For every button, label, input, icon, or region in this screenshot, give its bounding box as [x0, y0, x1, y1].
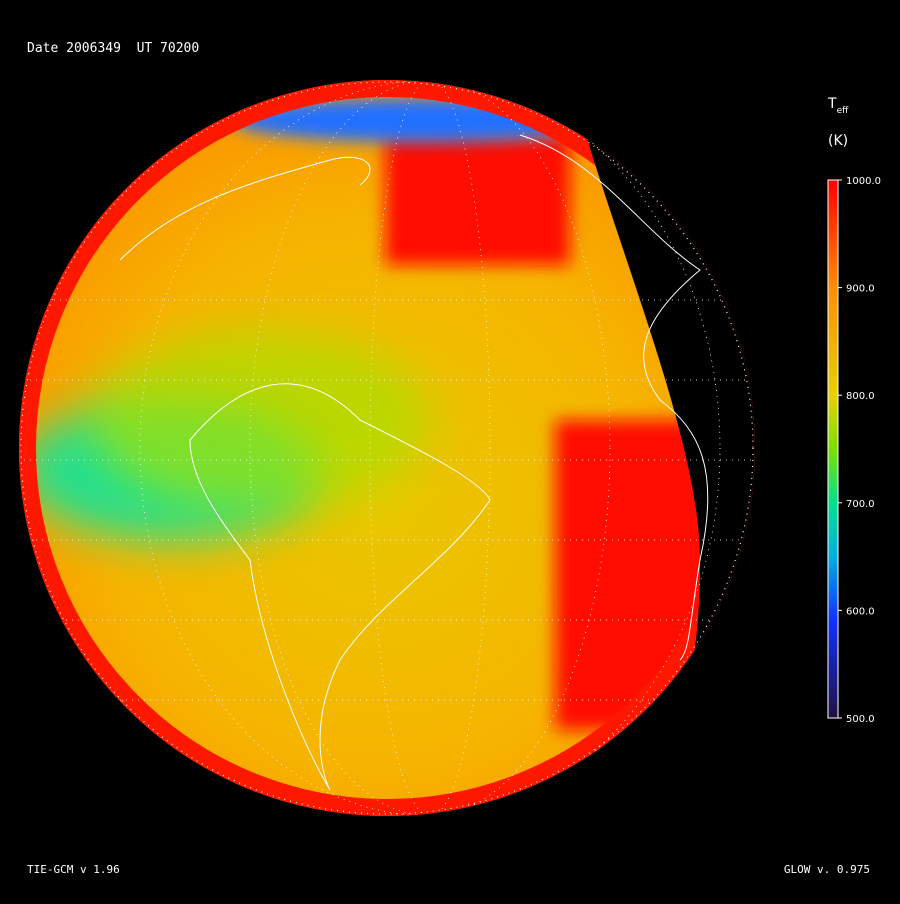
colorbar-tick-label: 500.0: [846, 714, 875, 725]
colorbar-unit: (K): [828, 133, 848, 149]
symbol: T: [827, 96, 837, 112]
colorbar-tick-label: 600.0: [846, 606, 875, 617]
date-line: Date 2006349 UT 70200: [27, 41, 199, 56]
colorbar-tick-label: 1000.0: [846, 176, 881, 187]
colorbar: [827, 179, 839, 719]
subscript: eff: [837, 106, 850, 116]
colorbar-tick-label: 800.0: [846, 391, 875, 402]
coastlines: [119, 134, 709, 791]
footer-left: TIE-GCM v 1.96: [27, 863, 120, 876]
globe-outline: [20, 81, 754, 815]
colorbar-symbol: Teff: [827, 96, 849, 116]
graticule: [19, 80, 755, 816]
colorbar-tick-label: 700.0: [846, 499, 875, 510]
colorbar-tick-label: 900.0: [846, 284, 875, 295]
footer-right: GLOW v. 0.975: [784, 863, 870, 876]
